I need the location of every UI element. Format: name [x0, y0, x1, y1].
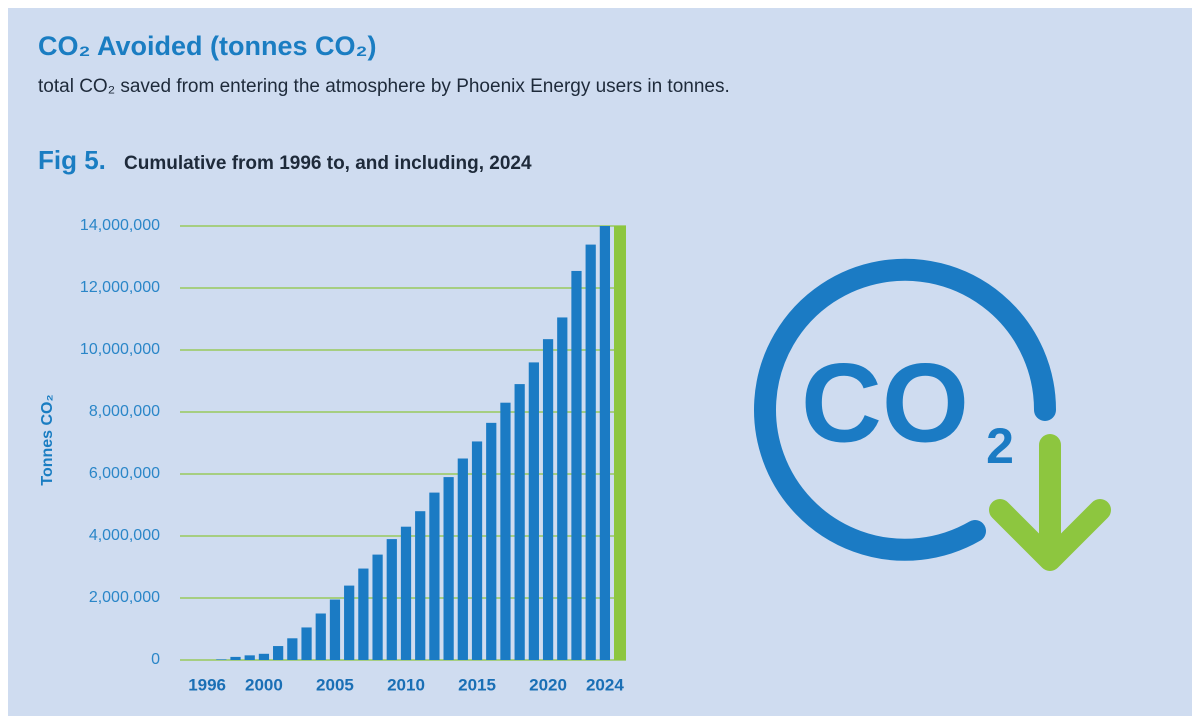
y-tick-label: 0: [151, 651, 160, 668]
y-tick-label: 2,000,000: [89, 589, 160, 606]
icon-text: CO: [801, 341, 969, 466]
bar: [344, 585, 355, 660]
bar: [599, 226, 611, 660]
bar: [542, 339, 554, 660]
y-tick-label: 6,000,000: [89, 465, 160, 482]
icon-arrow: [989, 434, 1111, 571]
x-tick-label: 2020: [529, 675, 567, 694]
bar: [486, 422, 497, 660]
x-tick-label: 1996: [188, 675, 226, 694]
bar: [358, 568, 369, 660]
x-tick-label: 2015: [458, 675, 496, 694]
bar: [258, 653, 270, 660]
axis-accent: [614, 226, 626, 660]
y-tick-label: 12,000,000: [80, 279, 160, 296]
bar: [386, 539, 397, 660]
co2-icon: CO 2: [754, 258, 1111, 571]
figure-label: Fig 5.: [38, 145, 106, 175]
bar: [216, 659, 227, 660]
y-tick-label: 8,000,000: [89, 403, 160, 420]
x-tick-label: 2010: [387, 675, 425, 694]
bar: [315, 613, 326, 660]
bar: [415, 511, 426, 660]
figure-caption: Cumulative from 1996 to, and including, …: [124, 153, 532, 174]
icon-subscript: 2: [986, 418, 1014, 474]
bar: [244, 655, 255, 660]
bar: [571, 270, 582, 660]
chart-title: CO₂ Avoided (tonnes CO₂): [38, 31, 377, 61]
y-tick-label: 10,000,000: [80, 341, 160, 358]
icon-circle: [754, 258, 1056, 561]
y-tick-label: 14,000,000: [80, 217, 160, 234]
bar: [443, 477, 454, 660]
x-tick-label: 2005: [316, 675, 354, 694]
bar: [557, 317, 568, 660]
bar: [372, 554, 383, 660]
subtitle: total CO₂ saved from entering the atmosp…: [38, 76, 730, 97]
bar: [528, 362, 539, 660]
bar: [457, 458, 468, 660]
x-tick-label: 2024: [586, 675, 624, 694]
bar: [471, 441, 483, 660]
bar: [329, 599, 341, 660]
bar: [400, 526, 412, 660]
bar: [585, 244, 596, 660]
bar: [514, 384, 525, 660]
bar: [500, 402, 511, 660]
bar: [273, 646, 284, 660]
x-tick-label: 2000: [245, 675, 283, 694]
y-axis-label: Tonnes CO₂: [39, 394, 56, 485]
bar: [230, 656, 241, 660]
bar: [429, 492, 440, 660]
y-tick-label: 4,000,000: [89, 527, 160, 544]
bar: [301, 627, 312, 660]
bar: [287, 638, 298, 660]
